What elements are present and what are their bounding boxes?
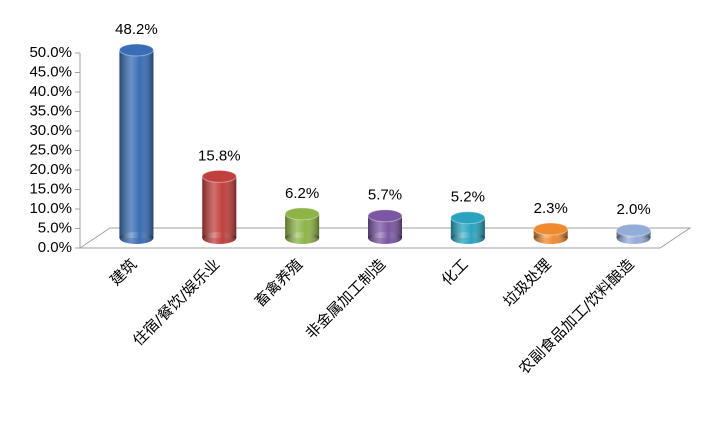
y-tick-label: 35.0% [29,102,72,119]
bar [616,223,652,244]
bar-top [533,222,569,236]
x-tick-label: 化工 [438,255,472,289]
y-tick-label: 50.0% [29,44,72,61]
y-tick-label: 40.0% [29,83,72,100]
bar [367,209,403,244]
x-tick-label: 非金属加工制造 [302,255,389,342]
value-label: 5.2% [451,189,485,206]
bar [450,211,486,244]
bar [201,169,237,244]
bar-top [284,207,320,221]
y-tick-label: 10.0% [29,200,72,217]
bar [533,222,569,244]
value-label: 5.7% [368,187,402,204]
bar-top [118,43,154,57]
x-tick-label: 畜禽养殖 [251,255,306,310]
y-tick-label: 30.0% [29,122,72,139]
x-tick-label: 住宿/餐饮/娱乐业 [129,255,223,349]
y-tick-label: 15.0% [29,180,72,197]
y-tick-label: 5.0% [38,219,72,236]
y-tick-label: 45.0% [29,63,72,80]
bar-top [450,211,486,225]
bar-top [201,169,237,183]
bar-shade [202,176,237,238]
bar [118,43,154,244]
value-label: 2.0% [616,201,650,218]
y-tick-label: 20.0% [29,161,72,178]
x-tick-label: 建筑 [106,255,140,289]
bar-shade [119,50,154,238]
value-label: 15.8% [198,147,241,164]
x-tick-label: 垃圾处理 [500,255,555,310]
bar-top [367,209,403,223]
y-tick-label: 25.0% [29,141,72,158]
value-label: 48.2% [115,21,158,38]
value-label: 2.3% [534,200,568,217]
y-tick-label: 0.0% [38,239,72,256]
value-label: 6.2% [285,185,319,202]
bar [284,207,320,244]
bar-top [616,223,652,237]
bar-shade [368,215,402,238]
